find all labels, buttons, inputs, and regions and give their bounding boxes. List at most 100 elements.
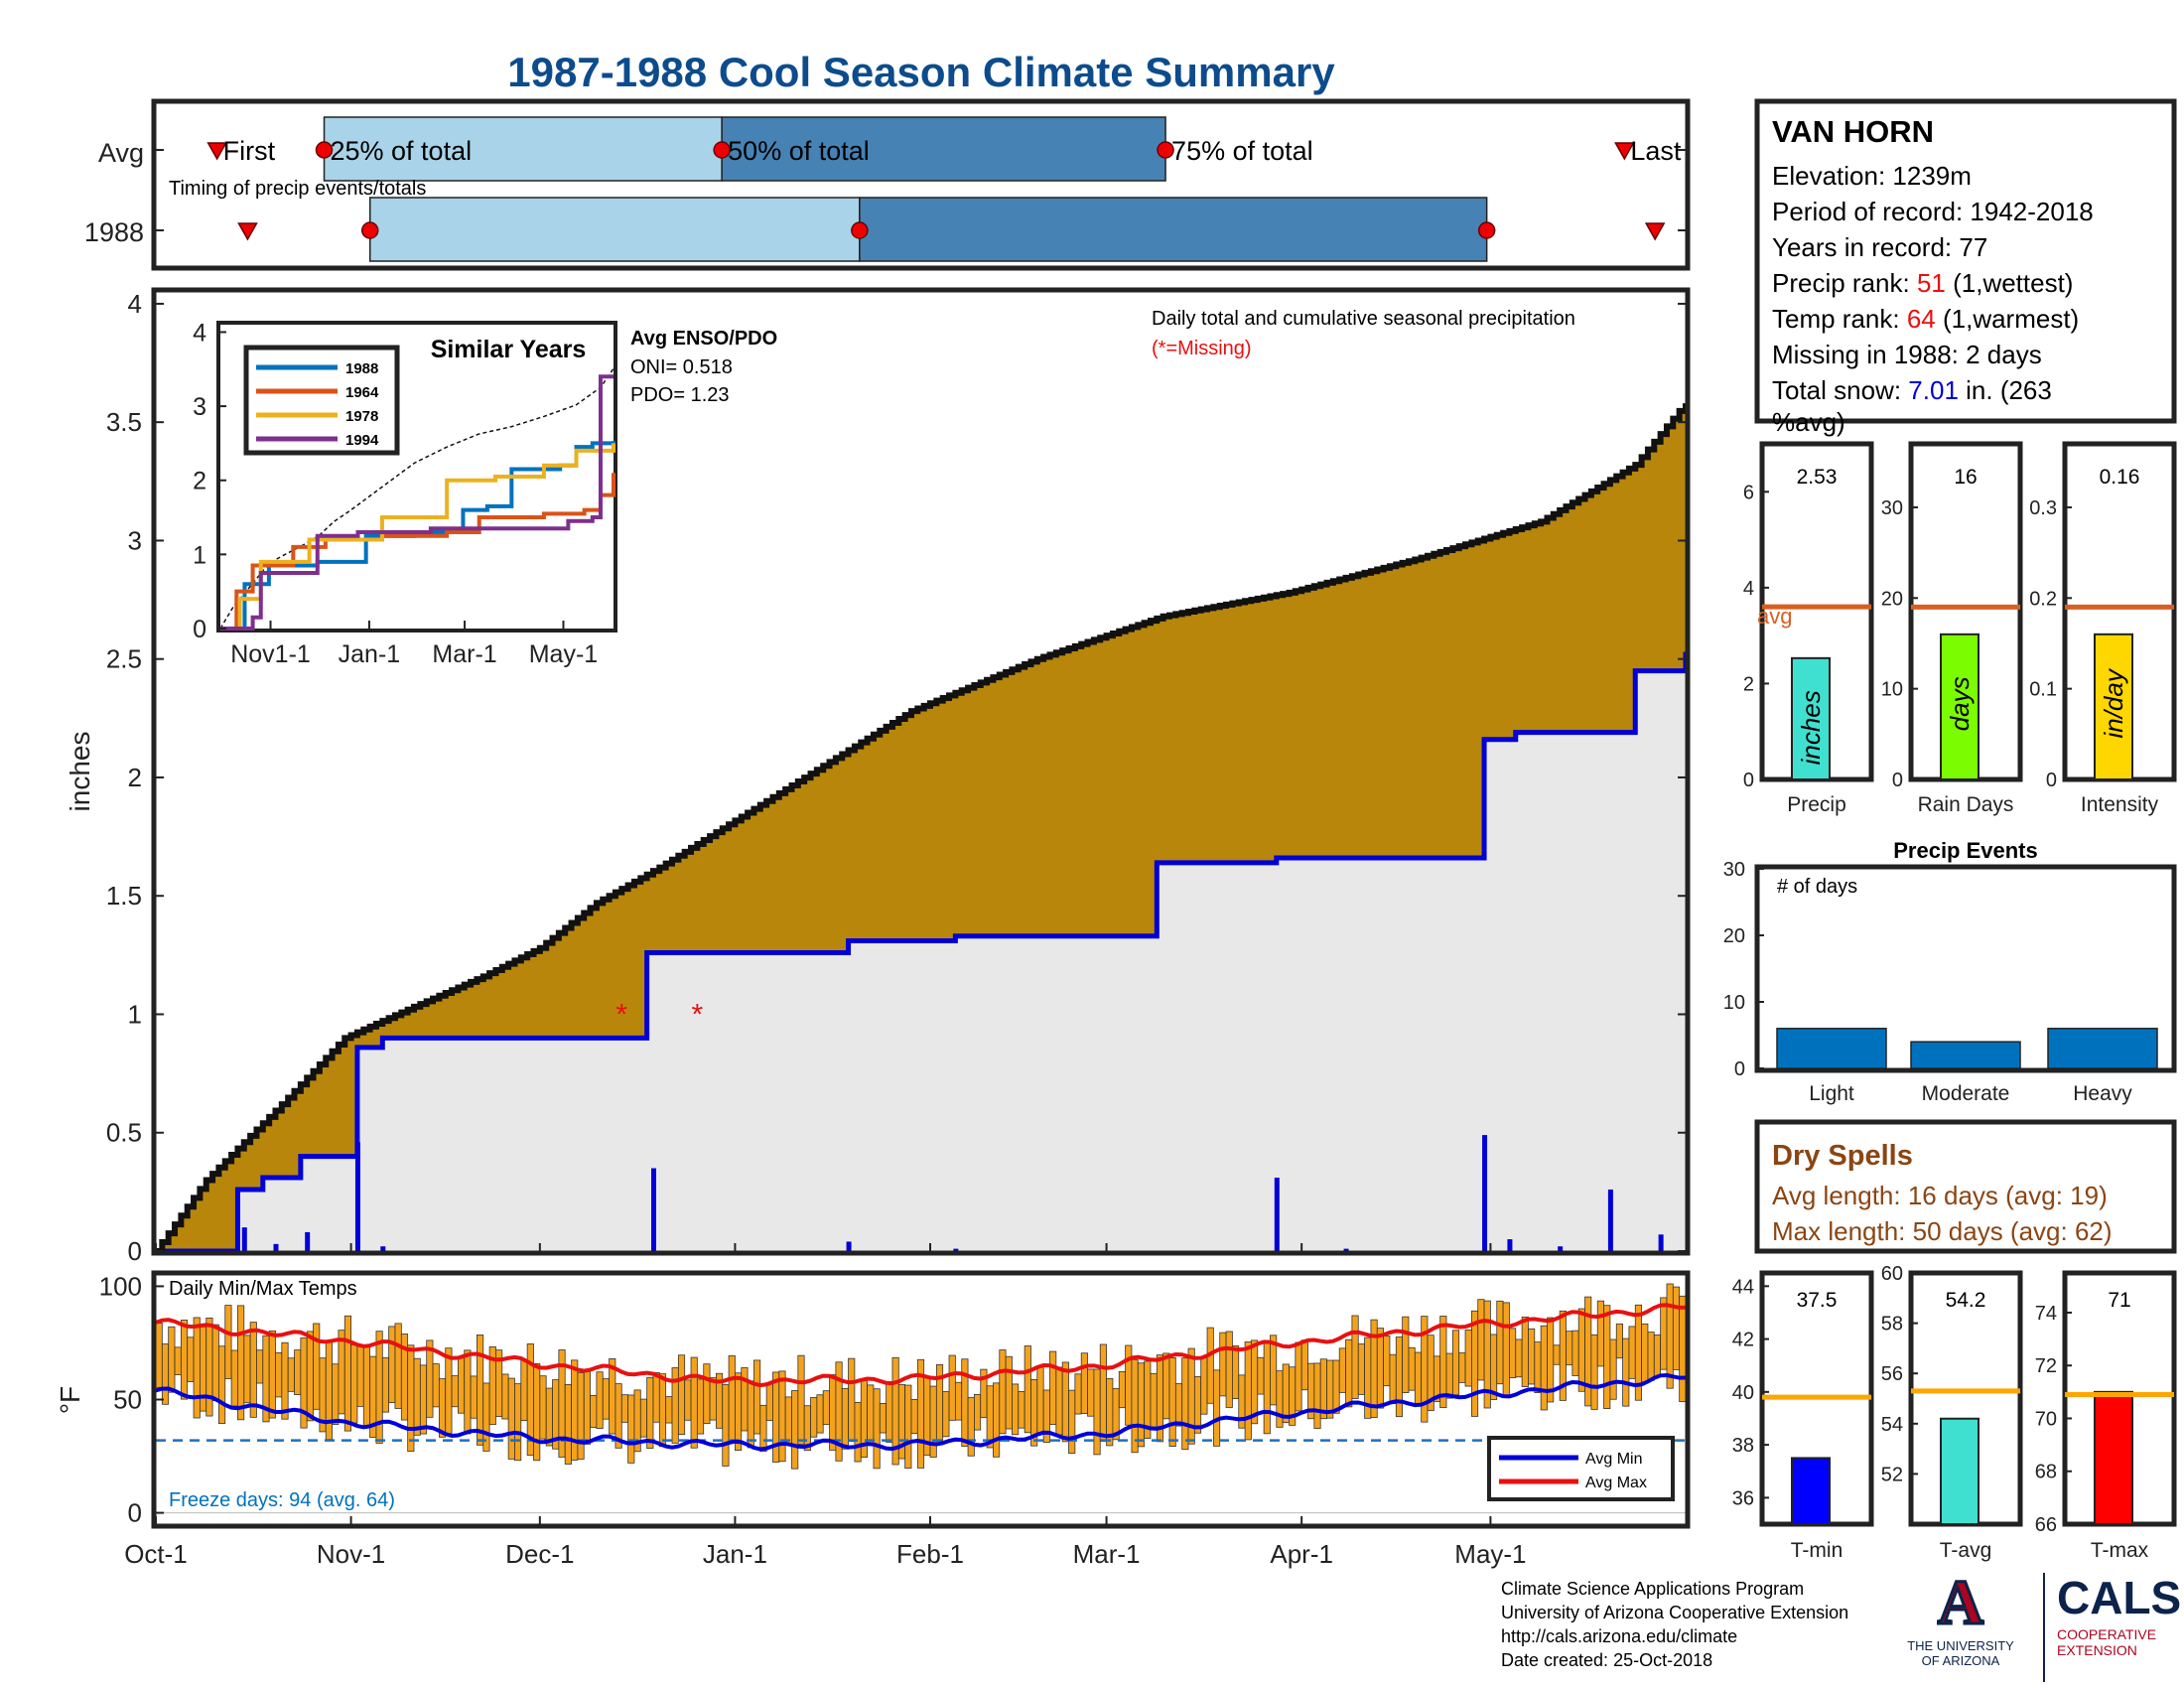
daily-temp-bar bbox=[419, 1364, 428, 1435]
x-tick-label: Feb-1 bbox=[896, 1539, 964, 1569]
daily-temp-bar bbox=[942, 1391, 950, 1438]
daily-temp-bar bbox=[294, 1349, 302, 1395]
daily-temp-bar bbox=[268, 1330, 276, 1419]
daily-temp-bar bbox=[237, 1305, 245, 1421]
timing-label-last: Last bbox=[1630, 136, 1682, 166]
daily-temp-bar bbox=[677, 1354, 686, 1436]
daily-temp-bar bbox=[627, 1394, 635, 1464]
temp-panel-tick-label: 54 bbox=[1881, 1414, 1903, 1436]
daily-temp-bar bbox=[388, 1326, 396, 1403]
daily-temp-bar bbox=[168, 1326, 176, 1393]
inset-x-tick-label: May-1 bbox=[529, 640, 598, 668]
daily-precip-bar bbox=[846, 1241, 852, 1251]
daily-temp-bar bbox=[999, 1349, 1007, 1435]
daily-precip-bar bbox=[1507, 1239, 1513, 1251]
daily-temp-bar bbox=[1521, 1316, 1529, 1387]
daily-temp-bar bbox=[1112, 1387, 1120, 1441]
events-tick-label: 30 bbox=[1723, 859, 1745, 881]
x-tick-label: Nov-1 bbox=[317, 1539, 385, 1569]
precip-panel-tick-label: 2 bbox=[1743, 673, 1754, 695]
footer-line-4: Date created: 25-Oct-2018 bbox=[1501, 1650, 1713, 1670]
precip-panel-bar-label: days bbox=[1945, 676, 1975, 731]
precip-panel-tick-label: 0.2 bbox=[2029, 588, 2057, 610]
daily-temp-bar bbox=[1193, 1376, 1202, 1434]
footer-credits: Climate Science Applications Program Uni… bbox=[1501, 1577, 1848, 1672]
daily-temp-bar bbox=[910, 1398, 918, 1435]
main-y-tick-label: 2.5 bbox=[106, 644, 142, 674]
timing-bar-q25-q50 bbox=[323, 116, 723, 182]
daily-temp-bar bbox=[533, 1362, 541, 1462]
daily-temp-bar bbox=[1477, 1299, 1485, 1381]
daily-temp-bar bbox=[854, 1401, 862, 1463]
timing-marker-q50 bbox=[851, 221, 869, 239]
temp-y-tick-label: 0 bbox=[128, 1498, 142, 1528]
daily-temp-bar bbox=[1470, 1310, 1479, 1417]
daily-temp-bar bbox=[1351, 1315, 1359, 1399]
dry-spells-frame bbox=[1754, 1119, 2177, 1254]
station-snow: Total snow: 7.01 in. (263 bbox=[1772, 375, 2052, 405]
legend-avg-max-label: Avg Max bbox=[1585, 1475, 1647, 1491]
daily-temp-bar bbox=[1074, 1373, 1082, 1415]
daily-temp-bar bbox=[1376, 1328, 1385, 1409]
daily-temp-bar bbox=[501, 1373, 509, 1420]
daily-temp-bar bbox=[1162, 1352, 1170, 1420]
temp-y-axis: 0 50 100 bbox=[99, 1271, 164, 1528]
x-tick-label: May-1 bbox=[1454, 1539, 1526, 1569]
similar-years-inset: 0 1 2 3 4 Nov1-1 Jan-1 Mar-1 May-1 Similar Year… bbox=[193, 319, 777, 668]
temp-y-tick-label: 50 bbox=[113, 1385, 142, 1415]
main-y-tick-label: 3 bbox=[128, 525, 142, 555]
university-of-arizona-logo: A THE UNIVERSITY OF ARIZONA bbox=[1906, 1567, 2015, 1680]
daily-precip-bar bbox=[1482, 1135, 1488, 1251]
year-cumulative-line bbox=[156, 651, 1689, 1254]
daily-temp-bar bbox=[639, 1398, 648, 1438]
daily-temp-bar bbox=[797, 1354, 805, 1445]
daily-temp-bar bbox=[696, 1378, 705, 1435]
temp-panel-tick-label: 68 bbox=[2035, 1462, 2057, 1483]
daily-temp-bar bbox=[1615, 1323, 1623, 1359]
inset-legend-label: 1964 bbox=[345, 384, 379, 401]
daily-temp-bar bbox=[791, 1390, 799, 1470]
daily-temp-bar bbox=[590, 1394, 598, 1428]
daily-temp-bar bbox=[413, 1357, 421, 1436]
main-y-tick-label: 4 bbox=[128, 289, 142, 319]
daily-temp-bar bbox=[356, 1344, 364, 1407]
daily-temp-bar bbox=[571, 1359, 579, 1461]
daily-precip-bar bbox=[1658, 1234, 1664, 1251]
temp-panel-tick-label: 36 bbox=[1732, 1487, 1754, 1509]
temp-title: Daily Min/Max Temps bbox=[169, 1278, 357, 1300]
precip-panel-value: 16 bbox=[1954, 466, 1977, 489]
station-missing: Missing in 1988: 2 days bbox=[1772, 340, 2042, 369]
timing-marker-last bbox=[1644, 222, 1666, 241]
precip-events-panel: Precip Events Light Moderate Heavy0102030 … bbox=[1723, 838, 2177, 1105]
daily-temp-bar bbox=[1080, 1352, 1088, 1414]
temp-panel-tick-label: 38 bbox=[1732, 1435, 1754, 1457]
main-y-label: inches bbox=[65, 732, 95, 812]
events-bar-heavy bbox=[2047, 1028, 2158, 1069]
inset-x-tick-label: Mar-1 bbox=[432, 640, 496, 668]
daily-temp-bar bbox=[1660, 1297, 1668, 1370]
footer-line-3[interactable]: http://cals.arizona.edu/climate bbox=[1501, 1626, 1738, 1646]
daily-temp-bar bbox=[1464, 1329, 1472, 1387]
daily-temp-bar bbox=[1257, 1356, 1265, 1395]
legend-avg-min-label: Avg Min bbox=[1585, 1451, 1643, 1468]
daily-temp-bar bbox=[514, 1383, 522, 1462]
daily-temp-bar bbox=[407, 1344, 415, 1452]
daily-temp-bar bbox=[1118, 1370, 1127, 1409]
daily-temp-bar bbox=[507, 1377, 515, 1460]
daily-precip-bar bbox=[1343, 1248, 1349, 1251]
events-bar-light bbox=[1776, 1028, 1887, 1069]
daily-temp-bar bbox=[577, 1372, 585, 1460]
daily-temp-bar bbox=[281, 1341, 289, 1420]
main-missing-note: (*=Missing) bbox=[1152, 338, 1252, 359]
timing-bar-q50-q75 bbox=[721, 116, 1166, 182]
daily-temp-bar bbox=[477, 1335, 484, 1446]
ua-block-a-icon: A bbox=[1936, 1567, 1984, 1637]
daily-temp-bar bbox=[1641, 1323, 1649, 1383]
daily-temp-bar bbox=[1282, 1363, 1290, 1424]
events-title: Precip Events bbox=[1893, 838, 2038, 863]
temp-panel-tick-label: 70 bbox=[2035, 1408, 2057, 1430]
daily-temp-bar bbox=[596, 1371, 604, 1429]
daily-temp-bar bbox=[1653, 1335, 1662, 1377]
daily-temp-bar bbox=[1244, 1341, 1252, 1441]
avg-cumulative-line bbox=[156, 403, 1689, 1254]
